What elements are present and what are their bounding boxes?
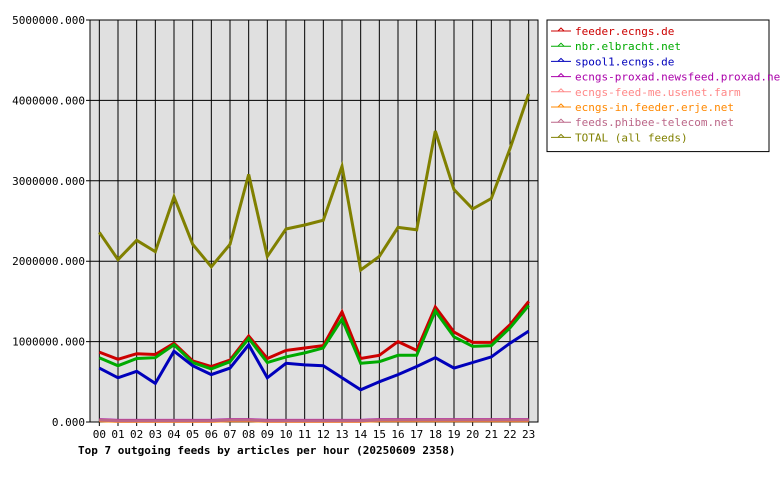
y-tick-label: 5000000.000 (12, 14, 85, 27)
legend-box (546, 19, 770, 153)
legend-label: ecngs-proxad.newsfeed.proxad.net (575, 71, 780, 84)
y-tick-label: 0.000 (52, 416, 85, 429)
x-tick-label: 12 (317, 428, 330, 441)
legend-label: TOTAL (all feeds) (575, 131, 688, 144)
legend-label: nbr.elbracht.net (575, 40, 681, 53)
x-tick-label: 13 (335, 428, 348, 441)
legend-marker-icon (557, 27, 565, 32)
x-tick-label: 22 (503, 428, 516, 441)
x-tick-label: 23 (522, 428, 535, 441)
legend-marker-icon (557, 118, 565, 123)
legend-marker-icon (557, 103, 565, 108)
x-tick-label: 10 (279, 428, 292, 441)
y-tick-label: 2000000.000 (12, 255, 85, 268)
x-tick-label: 17 (410, 428, 423, 441)
legend-label: feeder.ecngs.de (575, 25, 674, 38)
x-tick-label: 15 (373, 428, 386, 441)
legend-label: ecngs-feed-me.usenet.farm (575, 86, 741, 99)
x-tick-label: 06 (205, 428, 218, 441)
legend-label: feeds.phibee-telecom.net (575, 116, 734, 129)
legend-label: spool1.ecngs.de (575, 55, 674, 68)
legend-marker-icon (557, 133, 565, 138)
x-tick-label: 16 (391, 428, 404, 441)
x-tick-label: 01 (111, 428, 124, 441)
series-line (99, 418, 529, 423)
x-tick-label: 18 (429, 428, 442, 441)
legend-label: ecngs-in.feeder.erje.net (575, 101, 734, 114)
x-tick-label: 09 (261, 428, 274, 441)
x-tick-label: 02 (130, 428, 143, 441)
series-line (98, 304, 530, 371)
x-tick-label: 14 (354, 428, 368, 441)
x-tick-label: 20 (466, 428, 479, 441)
x-tick-label: 05 (186, 428, 199, 441)
y-tick-label: 3000000.000 (12, 175, 85, 188)
x-tick-label: 03 (149, 428, 162, 441)
series-line (98, 329, 530, 392)
legend-marker-icon (557, 42, 565, 47)
y-tick-label: 1000000.000 (12, 336, 85, 349)
series-line (98, 300, 530, 369)
chart-title: Top 7 outgoing feeds by articles per hou… (78, 444, 456, 457)
x-tick-label: 07 (223, 428, 236, 441)
x-tick-label: 19 (447, 428, 460, 441)
y-tick-label: 4000000.000 (12, 94, 85, 107)
legend-marker-icon (557, 88, 565, 93)
legend-marker-icon (557, 57, 565, 62)
x-tick-label: 11 (298, 428, 311, 441)
x-tick-label: 00 (93, 428, 106, 441)
x-tick-label: 21 (485, 428, 498, 441)
x-tick-label: 04 (167, 428, 181, 441)
x-tick-label: 08 (242, 428, 255, 441)
legend-marker-icon (557, 72, 565, 77)
series-line (98, 93, 531, 273)
